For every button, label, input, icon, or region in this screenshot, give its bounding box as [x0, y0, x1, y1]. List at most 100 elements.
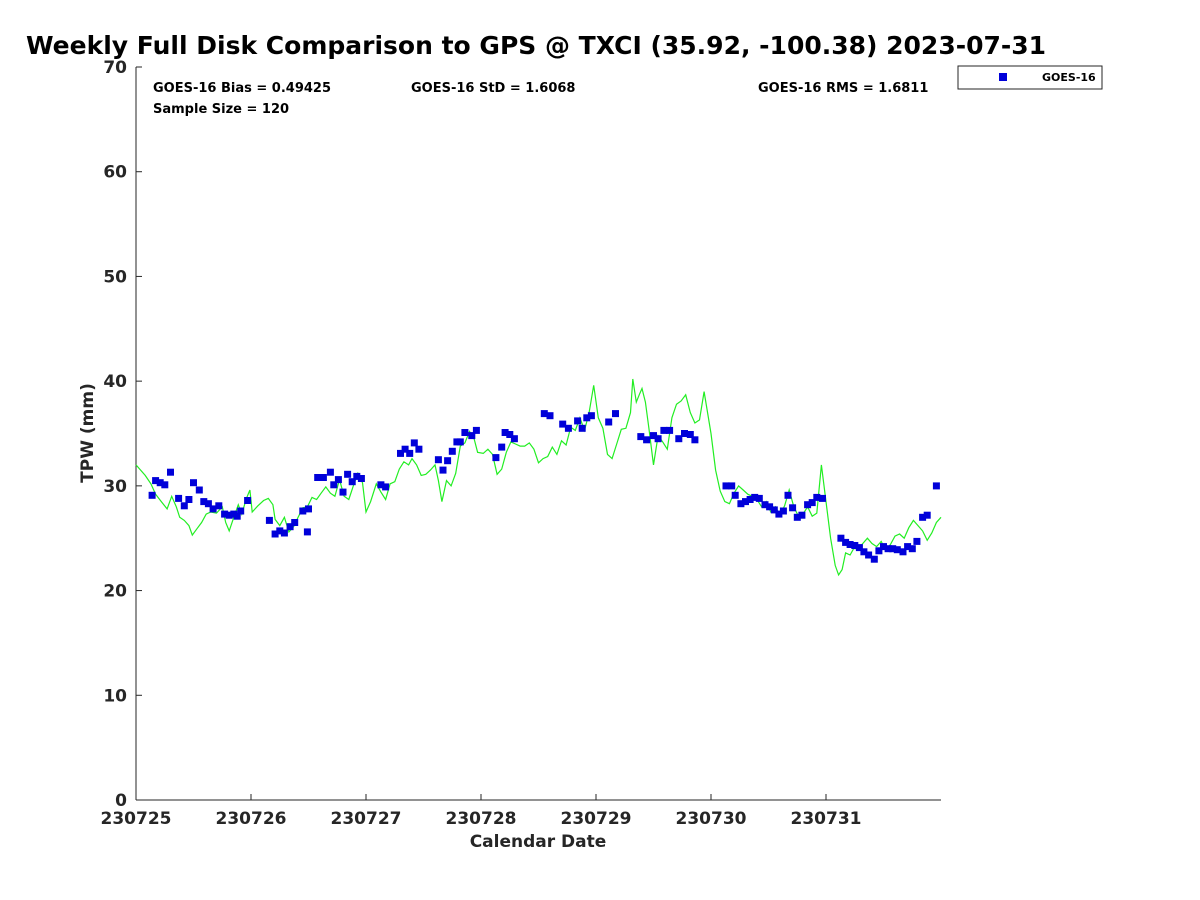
goes16-data-point: [334, 476, 342, 484]
goes16-data-point: [798, 511, 806, 519]
goes16-data-point: [775, 510, 783, 518]
goes16-data-point: [448, 447, 456, 455]
goes16-data-point: [456, 438, 464, 446]
goes16-data-point: [233, 512, 241, 520]
y-tick-label: 70: [103, 58, 127, 78]
goes16-data-point: [461, 429, 469, 436]
goes16-data-point: [865, 551, 873, 559]
y-tick-label: 20: [103, 582, 127, 602]
y-tick-label: 10: [103, 686, 127, 706]
goes16-data-point: [893, 546, 901, 554]
goes16-data-point: [923, 511, 931, 519]
goes16-data-point: [357, 475, 365, 482]
goes16-data-point: [156, 479, 164, 487]
goes16-data-point: [784, 491, 792, 499]
y-axis-ticks: 0 10 20 30 40 50 60 70: [103, 58, 142, 811]
y-tick-label: 40: [103, 372, 127, 392]
goes16-data-point: [742, 498, 749, 506]
goes16-data-point: [870, 555, 878, 563]
goes16-data-point: [919, 513, 927, 521]
x-tick-label: 230726: [216, 809, 287, 829]
goes16-data-point: [280, 529, 288, 537]
goes16-data-point: [152, 477, 160, 485]
goes16-data-point: [737, 500, 745, 508]
goes16-data-point: [675, 435, 683, 443]
goes16-data-point: [770, 506, 778, 514]
goes16-data-point: [406, 449, 414, 457]
goes16-data-point: [444, 457, 452, 465]
goes16-data-point: [377, 481, 385, 489]
goes16-data-point: [728, 482, 736, 490]
goes16-data-point: [808, 499, 816, 507]
goes16-data-point: [932, 482, 940, 490]
goes16-data-point: [397, 449, 404, 457]
goes16-data-point: [348, 478, 356, 486]
goes16-data-point: [204, 500, 212, 508]
goes16-data-point: [846, 541, 854, 548]
goes16-data-point: [587, 412, 595, 420]
goes16-data-point: [564, 424, 572, 432]
goes16-data-point: [899, 548, 907, 556]
goes16-data-point: [326, 468, 334, 476]
series-layer: [135, 378, 942, 577]
goes16-data-point: [498, 443, 506, 451]
x-tick-label: 230728: [446, 809, 517, 829]
goes16-data-point: [200, 498, 208, 506]
goes16-data-point: [286, 523, 294, 531]
goes16-data-point: [344, 470, 352, 478]
rms-stat: GOES-16 RMS = 1.6811: [758, 81, 928, 96]
goes16-data-point: [319, 474, 327, 481]
goes16-data-point: [793, 513, 801, 521]
goes16-data-point: [506, 431, 514, 438]
goes16-data-point: [175, 494, 183, 502]
goes16-data-point: [559, 420, 567, 428]
goes16-data-point: [190, 479, 197, 487]
goes16-data-point: [221, 510, 229, 518]
sample-size-stat: Sample Size = 120: [153, 102, 289, 117]
goes16-data-point: [779, 507, 787, 515]
goes16-data-point: [237, 507, 245, 515]
goes16-data-point: [401, 445, 409, 453]
goes16-data-point: [691, 436, 699, 444]
goes16-data-point: [167, 468, 174, 476]
y-tick-label: 50: [103, 267, 127, 287]
goes16-data-point: [330, 481, 338, 489]
goes16-data-point: [353, 472, 361, 480]
goes16-data-point: [837, 534, 845, 542]
goes16-data-point: [819, 494, 826, 502]
goes16-data-point: [161, 481, 169, 489]
goes16-data-point: [643, 436, 651, 444]
y-tick-label: 60: [103, 163, 127, 183]
goes16-data-point: [913, 537, 921, 545]
goes16-data-point: [339, 488, 347, 496]
goes16-data-point: [510, 435, 518, 443]
goes16-data-point: [185, 496, 193, 503]
goes16-data-point: [195, 486, 203, 494]
x-tick-label: 230731: [791, 809, 862, 829]
goes16-data-point: [468, 432, 476, 440]
goes16-data-point: [842, 538, 850, 546]
y-tick-label: 30: [103, 477, 127, 497]
std-stat: GOES-16 StD = 1.6068: [411, 81, 575, 96]
goes16-data-point: [546, 412, 554, 420]
goes16-data-point: [291, 519, 299, 526]
goes16-data-point: [889, 545, 897, 553]
goes16-data-point: [813, 493, 821, 501]
goes16-data-point: [574, 417, 582, 425]
goes16-data-point: [660, 426, 668, 434]
goes16-data-point: [761, 501, 769, 509]
plot-area: [136, 67, 941, 800]
goes16-data-point: [722, 482, 730, 490]
bias-stat: GOES-16 Bias = 0.49425: [153, 81, 331, 96]
legend-marker-goes16: [999, 73, 1007, 81]
goes16-data-point: [686, 431, 694, 438]
goes16-data-point: [605, 418, 613, 426]
goes16-data-point: [681, 430, 688, 437]
x-axis-label: Calendar Date: [470, 832, 607, 852]
goes16-data-point: [415, 445, 423, 453]
goes16-data-point: [244, 497, 252, 504]
goes16-data-point: [180, 502, 188, 510]
goes16-data-point: [225, 511, 233, 519]
x-tick-label: 230730: [676, 809, 747, 829]
